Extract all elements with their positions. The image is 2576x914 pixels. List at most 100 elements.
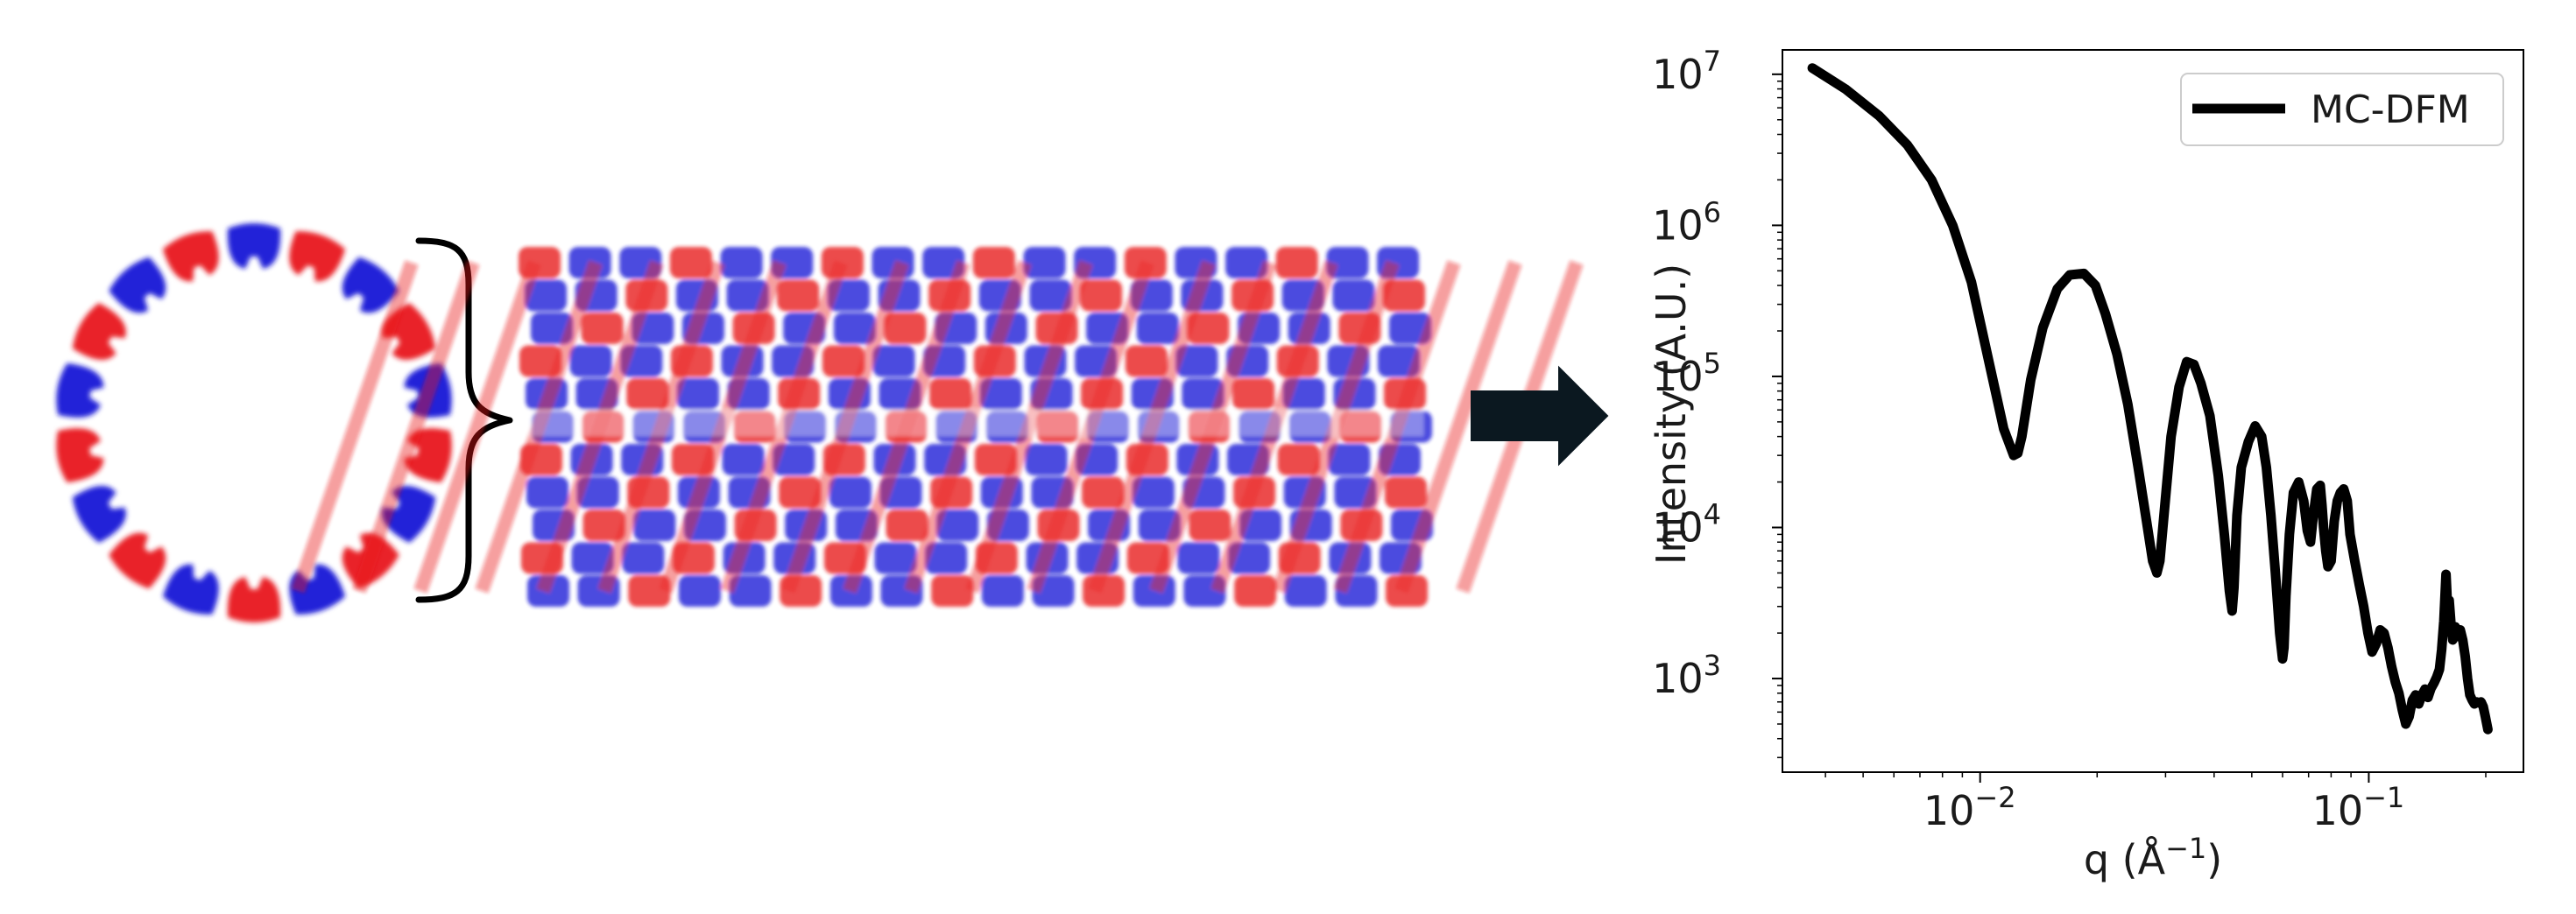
tube-assembly-illustration	[291, 247, 1584, 607]
tube-subunit	[1378, 345, 1420, 377]
plot-frame	[1782, 49, 2524, 773]
tube-subunit	[972, 247, 1015, 278]
y-tick-label-base: 10	[1652, 201, 1704, 249]
ring-subunit	[289, 231, 346, 282]
tube-subunit	[974, 444, 1017, 475]
y-tick-label-exponent: 7	[1704, 45, 1721, 78]
tube-subunit	[622, 542, 665, 574]
ring-subunit	[109, 257, 166, 313]
tube-subunit	[729, 575, 772, 607]
x-tick-label: 10−1	[2312, 781, 2405, 834]
tube-subunit	[669, 247, 712, 278]
tube-subunit	[979, 378, 1022, 410]
y-tick-label: 106	[1652, 195, 1721, 249]
tube-subunit	[1385, 476, 1427, 509]
tube-subunit	[1389, 313, 1431, 344]
tube-subunit	[929, 378, 972, 410]
tube-subunit	[519, 345, 561, 377]
tube-subunit	[936, 510, 979, 541]
tube-subunit	[1284, 575, 1327, 607]
tube-subunit	[1187, 313, 1230, 344]
tube-subunit	[1182, 378, 1224, 410]
series-line-mc-dfm	[1807, 63, 2493, 735]
tube-subunit	[1234, 575, 1277, 607]
tube-subunit	[1023, 247, 1066, 278]
tube-subunit	[1177, 542, 1220, 574]
y-tick-label-base: 10	[1652, 51, 1704, 98]
x-tick-label-exponent: −1	[2363, 781, 2404, 814]
right-arrow-icon	[1471, 365, 1609, 467]
y-tick-label-exponent: 6	[1704, 195, 1721, 228]
legend-entry-label: MC-DFM	[2311, 88, 2470, 132]
tube-subunit	[678, 575, 721, 607]
x-tick-label-base: 10	[1923, 787, 1975, 834]
tube-subunit	[720, 247, 763, 278]
tube-subunit	[722, 444, 765, 475]
ring-subunit	[56, 428, 104, 483]
tube-subunit	[582, 510, 625, 541]
tube-helix-stripe	[1394, 260, 1522, 594]
tube-helix-stripe	[413, 260, 541, 594]
y-tick-label-exponent: 5	[1704, 347, 1721, 380]
tube-subunit	[1029, 279, 1072, 312]
curly-brace-icon	[415, 237, 513, 603]
tube-subunit	[531, 313, 573, 344]
tube-subunit	[1232, 378, 1275, 410]
tube-helix-stripe	[291, 260, 419, 594]
x-axis-label: q (Å−1)	[2084, 832, 2222, 883]
tube-subunit	[833, 313, 876, 344]
y-tick-label: 104	[1652, 498, 1721, 552]
y-tick-label-base: 10	[1652, 504, 1704, 552]
tube-subunit	[628, 575, 671, 607]
y-tick-label-base: 10	[1652, 353, 1704, 400]
x-axis-label-exponent: −1	[2165, 832, 2206, 865]
y-tick-label-base: 10	[1652, 655, 1704, 702]
y-tick-label: 105	[1652, 347, 1721, 400]
tube-subunit	[1332, 279, 1375, 312]
tube-subunit	[886, 510, 928, 541]
tube-subunit	[884, 313, 927, 344]
y-tick-label: 107	[1652, 45, 1721, 98]
tube-subunit	[1277, 444, 1320, 475]
x-tick-label-exponent: −2	[1974, 781, 2015, 814]
tube-subunit	[1132, 476, 1175, 509]
tube-subunit	[1275, 247, 1318, 278]
tube-subunit	[822, 345, 865, 377]
tube-subunit	[872, 345, 915, 377]
tube-subunit	[874, 542, 917, 574]
x-axis-label-suffix: )	[2206, 836, 2222, 883]
tube-subunit	[526, 476, 568, 509]
x-axis-label-text: q (Å	[2084, 836, 2166, 883]
tube-subunit	[981, 575, 1024, 607]
y-axis-label: Intensity (A.U.)	[1648, 264, 1695, 565]
tube-subunit	[676, 378, 719, 410]
ring-subunit	[342, 257, 399, 313]
tube-subunit	[1082, 476, 1125, 509]
x-axis-ticks: 10−2 10−1	[1824, 772, 2487, 834]
tube-subunit	[525, 279, 567, 312]
y-tick-label-exponent: 4	[1704, 498, 1721, 531]
tube-subunit	[1136, 313, 1179, 344]
y-tick-label: 103	[1652, 649, 1721, 702]
legend: MC-DFM	[2180, 73, 2504, 146]
ring-subunit	[162, 564, 219, 615]
tube-subunit	[1328, 444, 1371, 475]
ring-subunit	[227, 577, 281, 622]
tube-subunit	[1125, 345, 1168, 377]
tube-subunit	[829, 476, 872, 509]
tube-subunit	[1225, 247, 1268, 278]
tube-subunit	[1189, 510, 1232, 541]
tube-subunit	[581, 313, 624, 344]
ring-cross-section-illustration	[56, 223, 452, 622]
tube-subunit	[777, 279, 820, 312]
tube-subunit	[571, 542, 614, 574]
tube-subunit	[1326, 247, 1369, 278]
tube-subunit	[626, 378, 669, 410]
legend-box	[2180, 73, 2504, 146]
ring-subunit	[72, 303, 126, 360]
ring-subunit	[162, 231, 219, 282]
y-tick-label-exponent: 3	[1704, 649, 1721, 682]
